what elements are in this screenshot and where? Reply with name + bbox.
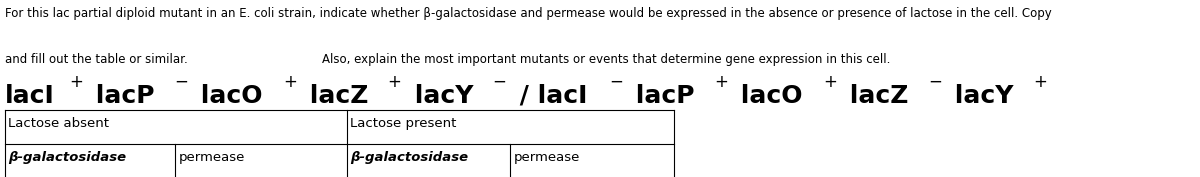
Text: and fill out the table or similar.: and fill out the table or similar.: [5, 53, 187, 66]
Text: For this lac partial diploid mutant in an E. coli strain, indicate whether β-gal: For this lac partial diploid mutant in a…: [5, 7, 1051, 20]
Text: lacZ: lacZ: [301, 84, 368, 108]
Text: lacP: lacP: [86, 84, 155, 108]
Text: +: +: [823, 73, 836, 91]
Text: +: +: [283, 73, 296, 91]
Text: permease: permease: [514, 151, 580, 164]
Text: Also, explain the most important mutants or events that determine gene expressio: Also, explain the most important mutants…: [322, 53, 890, 66]
Text: +: +: [388, 73, 402, 91]
Text: −: −: [928, 73, 942, 91]
Text: lacI: lacI: [5, 84, 54, 108]
Text: permease: permease: [179, 151, 245, 164]
Text: +: +: [1033, 73, 1046, 91]
Text: β-galactosidase: β-galactosidase: [350, 151, 468, 164]
Text: β-galactosidase: β-galactosidase: [8, 151, 126, 164]
Text: lacP: lacP: [628, 84, 695, 108]
Text: −: −: [493, 73, 506, 91]
Text: lacO: lacO: [732, 84, 803, 108]
Text: lacY: lacY: [406, 84, 473, 108]
Text: lacZ: lacZ: [841, 84, 908, 108]
Text: −: −: [610, 73, 623, 91]
Text: Lactose present: Lactose present: [350, 117, 457, 130]
Text: +: +: [714, 73, 728, 91]
Text: / lacI: / lacI: [511, 84, 587, 108]
Text: Lactose absent: Lactose absent: [8, 117, 109, 130]
Text: lacO: lacO: [192, 84, 263, 108]
Text: +: +: [68, 73, 83, 91]
Text: −: −: [174, 73, 188, 91]
Text: lacY: lacY: [946, 84, 1013, 108]
